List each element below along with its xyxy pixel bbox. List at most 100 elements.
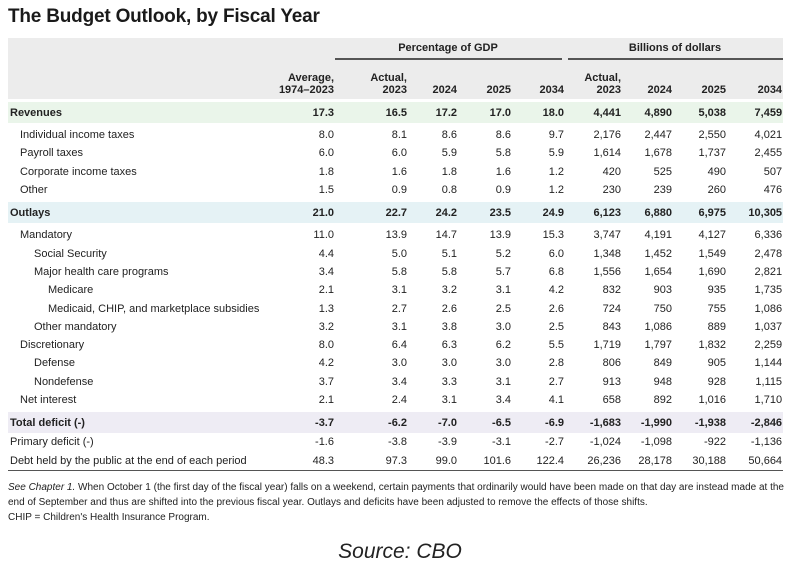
- cell-value: 3.3: [441, 375, 457, 388]
- footnote-main: See Chapter 1. When October 1 (the first…: [8, 480, 788, 510]
- cell-value: 3.4: [495, 394, 511, 406]
- cell-value: 2.4: [391, 394, 407, 406]
- cell-value: 24.2: [408, 202, 458, 224]
- cell-value: 2.7: [548, 375, 565, 388]
- cell-value: 7,459: [727, 102, 784, 123]
- cell-value: 5.5: [548, 339, 565, 352]
- cell-value: 755: [707, 302, 727, 315]
- cell-value: 832: [602, 284, 622, 297]
- cell-value: 658: [602, 394, 622, 406]
- row-label: Net interest: [20, 394, 77, 406]
- column-header-line2: 2023: [382, 84, 407, 96]
- column-header: 2034: [512, 59, 566, 99]
- table-row: Debt held by the public at the end of ea…: [8, 451, 784, 471]
- column-header: 2024: [622, 59, 674, 99]
- cell-value: 230: [602, 184, 622, 197]
- cell-value: 2,447: [644, 129, 673, 142]
- cell-value: 30,188: [673, 451, 728, 471]
- cell-value: 10,305: [727, 202, 784, 224]
- cell-value: 3.7: [318, 375, 334, 388]
- cell-value: -1,098: [640, 436, 673, 449]
- cell-value: 490: [707, 165, 727, 178]
- column-header-line2: 2025: [701, 84, 727, 96]
- cell-value: -1,938: [673, 412, 728, 434]
- cell-value: 22.7: [335, 202, 408, 224]
- cell-value: 948: [653, 375, 673, 388]
- cell-value: 5.7: [495, 265, 511, 278]
- column-header: 2034: [727, 59, 784, 99]
- cell-value: -922: [703, 436, 727, 449]
- row-label: Other mandatory: [34, 320, 117, 333]
- table-row: Total deficit (-) -3.7 -6.2 -7.0 -6.5 -6.9 -1,…: [8, 412, 784, 434]
- group-header-billions: Billions of dollars: [562, 38, 784, 60]
- cell-value: 525: [653, 165, 673, 178]
- cell-value: 1.3: [318, 302, 334, 315]
- source-caption: Source: CBO: [338, 540, 462, 563]
- cell-value: -6.5: [458, 412, 512, 434]
- cell-value: 1,710: [754, 394, 783, 406]
- column-header: Average, 1974–2023: [270, 59, 335, 99]
- table-row: Corporate income taxes 1.8 1.6 1.8 1.6 1.2 420…: [8, 163, 783, 181]
- table-row: Medicaid, CHIP, and marketplace subsidie…: [8, 299, 783, 317]
- cell-value: 24.9: [512, 202, 566, 224]
- group-header-pct-gdp: Percentage of GDP: [335, 38, 566, 60]
- cell-value: 239: [653, 184, 673, 197]
- cell-value: 5.9: [441, 147, 457, 160]
- table-row: Other mandatory 3.2 3.1 3.8 3.0 2.5 843 1,086 88…: [8, 318, 783, 336]
- cell-value: 1,086: [754, 302, 783, 315]
- cell-value: 26,236: [565, 451, 623, 471]
- cell-value: 1.5: [318, 184, 334, 197]
- cell-value: 11.0: [313, 229, 334, 242]
- cell-value: -7.0: [408, 412, 458, 434]
- cell-value: 3.1: [391, 284, 407, 297]
- row-label: Corporate income taxes: [20, 165, 137, 178]
- cell-value: 2.8: [548, 357, 565, 370]
- row-label: Defense: [34, 357, 75, 370]
- cell-value: 6.0: [318, 147, 334, 160]
- row-label: Other: [20, 184, 48, 197]
- cell-value: 928: [707, 375, 727, 388]
- row-label: Payroll taxes: [20, 147, 83, 160]
- column-header-line1: Actual,: [370, 72, 407, 84]
- cell-value: 3.0: [495, 320, 511, 333]
- cell-value: 17.3: [270, 102, 335, 123]
- cell-value: -6.2: [335, 412, 408, 434]
- cell-value: 4.2: [318, 357, 334, 370]
- cell-value: 3.1: [495, 284, 511, 297]
- row-label: Medicaid, CHIP, and marketplace subsidie…: [48, 302, 260, 315]
- budget-table: Percentage of GDP Billions of dollars Av…: [8, 38, 784, 471]
- cell-value: 935: [707, 284, 727, 297]
- table-row: Nondefense 3.7 3.4 3.3 3.1 2.7 913 948 928 1,115: [8, 373, 783, 391]
- cell-value: 1,549: [698, 247, 727, 260]
- row-label: Individual income taxes: [20, 129, 135, 142]
- cell-value: 6.3: [441, 339, 457, 352]
- cell-value: 17.0: [458, 102, 512, 123]
- cell-value: 1,115: [755, 375, 783, 388]
- cell-value: 0.8: [441, 184, 457, 197]
- column-header: 2025: [673, 59, 728, 99]
- table-row: Outlays 21.0 22.7 24.2 23.5 24.9 6,123 6,880 6,9…: [8, 202, 784, 224]
- cell-value: 1,797: [644, 339, 673, 352]
- cell-value: 1,348: [593, 247, 622, 260]
- cell-value: 16.5: [335, 102, 408, 123]
- cell-value: 5.1: [441, 247, 457, 260]
- cell-value: 905: [707, 357, 727, 370]
- cell-value: 13.9: [489, 229, 511, 242]
- cell-value: 8.6: [441, 129, 457, 142]
- row-label: Nondefense: [34, 375, 94, 388]
- table-row: Individual income taxes 8.0 8.1 8.6 8.6 9.7 2,…: [8, 126, 783, 144]
- footnotes: See Chapter 1. When October 1 (the first…: [8, 480, 788, 525]
- cell-value: 6.4: [391, 339, 407, 352]
- cell-value: 3.1: [391, 320, 407, 333]
- column-header-line2: 1974–2023: [278, 84, 334, 96]
- cell-value: 6,336: [754, 229, 783, 242]
- table-row: Payroll taxes 6.0 6.0 5.9 5.8 5.9 1,614 1,678 1,…: [8, 144, 783, 162]
- cell-value: 724: [602, 302, 622, 315]
- cell-value: 1,037: [754, 320, 783, 333]
- footnote-chip: CHIP = Children's Health Insurance Progr…: [8, 512, 210, 523]
- row-label: Primary deficit (-): [10, 436, 94, 449]
- column-header-line2: 2034: [757, 84, 783, 96]
- cell-value: 15.3: [542, 229, 565, 242]
- cell-value: -2,846: [727, 412, 784, 434]
- column-header-line2: 2023: [596, 84, 622, 96]
